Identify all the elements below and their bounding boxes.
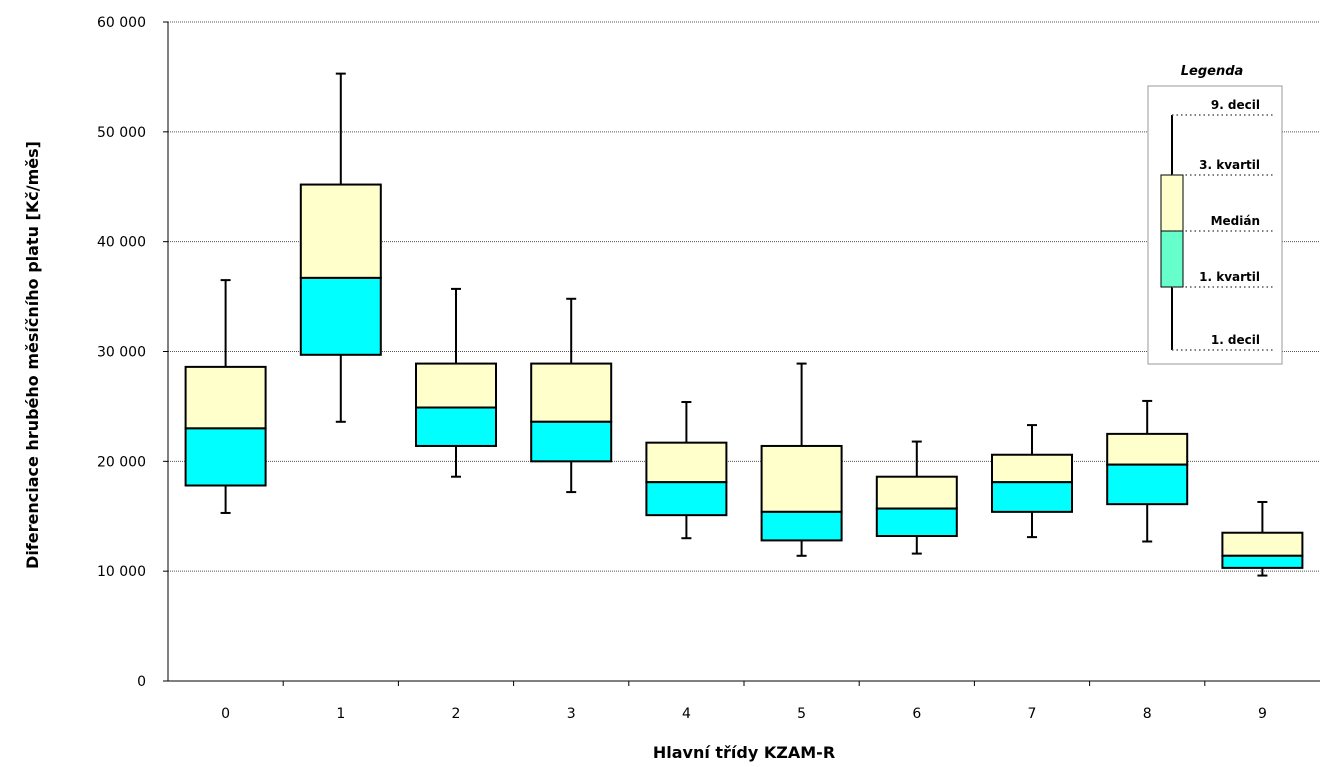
box-category-7 bbox=[991, 424, 1073, 539]
lower-box bbox=[415, 406, 497, 447]
legend-title: Legenda bbox=[1181, 64, 1244, 79]
upper-box bbox=[299, 183, 382, 279]
lower-box bbox=[1221, 554, 1304, 569]
box-category-8 bbox=[1106, 399, 1189, 543]
upper-box bbox=[991, 453, 1073, 484]
box-category-4 bbox=[645, 401, 728, 540]
legend-label-decile9: 9. decil bbox=[1211, 98, 1260, 112]
box-category-2 bbox=[415, 287, 497, 478]
y-tick-label: 30 000 bbox=[97, 345, 146, 361]
lower-box bbox=[299, 276, 382, 356]
x-tick-label: 0 bbox=[221, 706, 230, 722]
x-tick-label: 3 bbox=[567, 706, 576, 722]
lower-box bbox=[184, 427, 267, 487]
lower-box bbox=[1106, 463, 1189, 506]
y-axis-ticks: 0 10 000 20 000 30 000 40 000 50 000 60 000 bbox=[97, 15, 168, 690]
box-category-0 bbox=[184, 279, 267, 514]
x-tick-label: 1 bbox=[336, 706, 345, 722]
y-tick-label: 20 000 bbox=[97, 454, 146, 470]
upper-box bbox=[415, 362, 497, 409]
y-tick-label: 0 bbox=[137, 674, 146, 690]
box-category-1 bbox=[299, 72, 382, 423]
lower-box bbox=[760, 510, 843, 542]
box-category-6 bbox=[875, 440, 958, 555]
legend-label-quartile3: 3. kvartil bbox=[1199, 158, 1260, 172]
legend-upper-box bbox=[1160, 174, 1184, 232]
y-tick-label: 50 000 bbox=[97, 125, 146, 141]
upper-box bbox=[1106, 432, 1189, 466]
upper-box bbox=[184, 365, 267, 430]
lower-box bbox=[875, 507, 958, 538]
y-tick-label: 10 000 bbox=[97, 564, 146, 580]
x-axis-ticks: 0 1 2 3 4 5 6 7 8 9 bbox=[221, 681, 1267, 722]
legend-label-median: Medián bbox=[1211, 214, 1260, 228]
upper-box bbox=[875, 475, 958, 510]
y-tick-label: 60 000 bbox=[97, 15, 146, 31]
lower-box bbox=[530, 420, 613, 463]
y-tick-label: 40 000 bbox=[97, 235, 146, 251]
x-tick-label: 6 bbox=[912, 706, 921, 722]
y-axis-title: Diferenciace hrubého měsíčního platu [Kč… bbox=[23, 141, 42, 569]
lower-box bbox=[645, 481, 728, 517]
upper-box bbox=[645, 441, 728, 484]
legend-label-quartile1: 1. kvartil bbox=[1199, 270, 1260, 284]
x-tick-label: 4 bbox=[682, 706, 691, 722]
x-tick-label: 9 bbox=[1258, 706, 1267, 722]
x-tick-label: 2 bbox=[452, 706, 461, 722]
upper-box bbox=[1221, 531, 1304, 557]
x-tick-label: 8 bbox=[1143, 706, 1152, 722]
upper-box bbox=[530, 362, 613, 423]
legend: Legenda 9. decil 3. kvartil Medián 1. kvart… bbox=[1147, 64, 1283, 365]
upper-box bbox=[760, 444, 843, 513]
box-category-5 bbox=[760, 362, 843, 557]
legend-lower-box bbox=[1160, 230, 1184, 288]
x-tick-label: 7 bbox=[1028, 706, 1037, 722]
x-axis-title: Hlavní třídy KZAM-R bbox=[653, 743, 835, 762]
box-series bbox=[184, 72, 1304, 577]
lower-box bbox=[991, 481, 1073, 513]
x-tick-label: 5 bbox=[797, 706, 806, 722]
box-category-3 bbox=[530, 297, 613, 494]
legend-label-decile1: 1. decil bbox=[1211, 333, 1260, 347]
box-category-9 bbox=[1221, 500, 1304, 577]
